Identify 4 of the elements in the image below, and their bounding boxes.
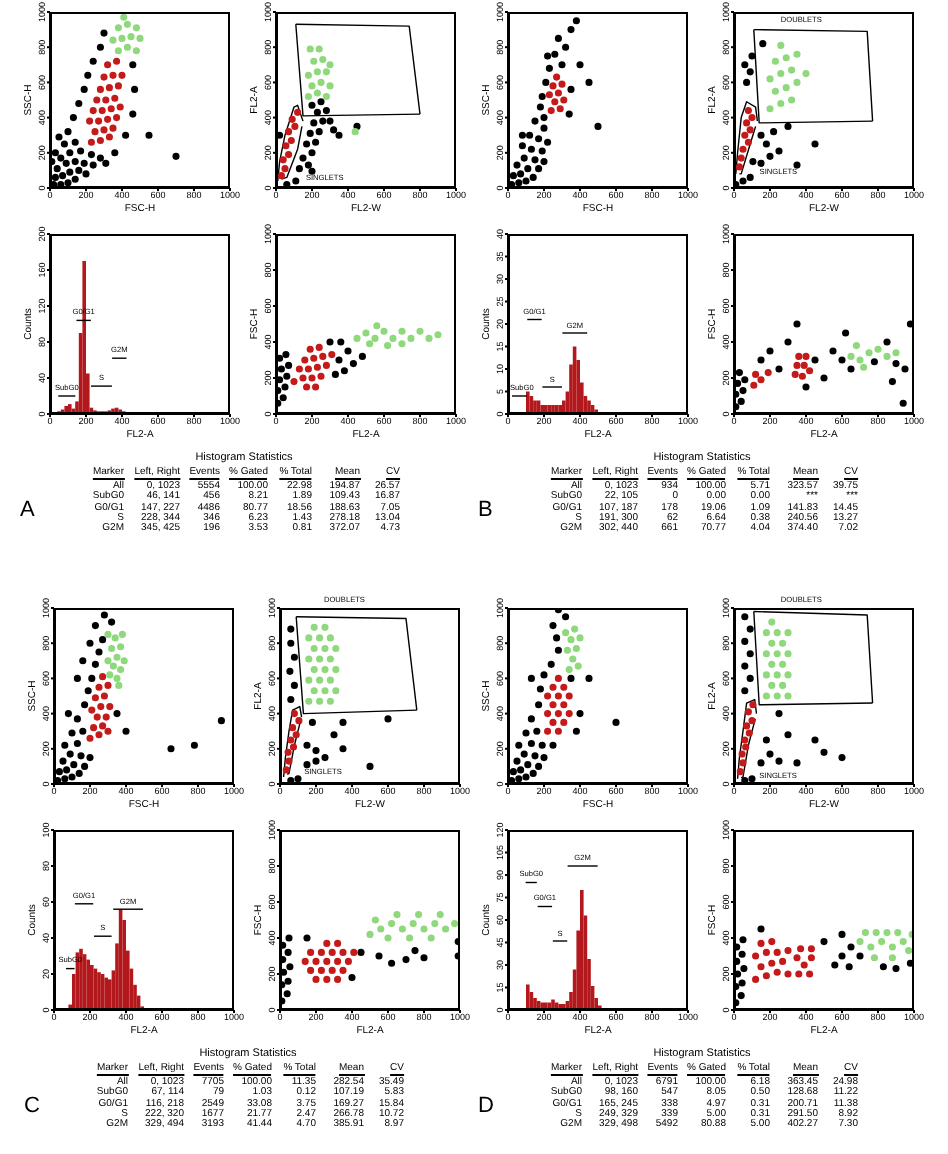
text: C <box>24 1094 40 1118</box>
text: B <box>478 498 493 522</box>
text: A <box>20 498 35 522</box>
text: D <box>478 1094 494 1118</box>
